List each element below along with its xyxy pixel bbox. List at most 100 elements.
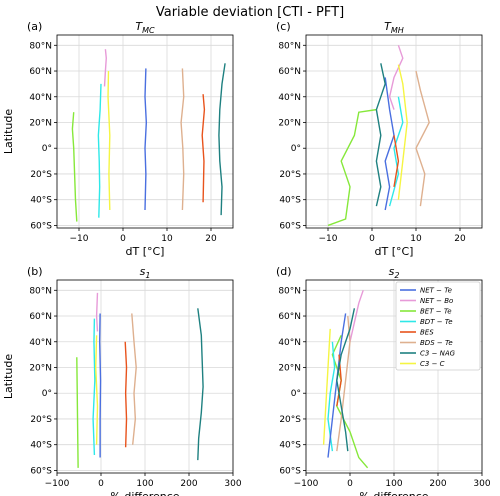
x-tick-label: 20 xyxy=(454,234,466,244)
x-tick-label: 10 xyxy=(161,234,173,244)
x-tick-label: 20 xyxy=(205,234,217,244)
y-tick-label: 60°N xyxy=(29,67,52,77)
legend-label: C3 − NAG xyxy=(420,350,456,358)
y-tick-label: 60°N xyxy=(278,67,301,77)
panel-2: −100 0 100 200 300 60°S 40°S 20°S 0° 20°N 40°N 60°N… xyxy=(2,265,242,496)
series-line-3 xyxy=(107,71,111,211)
series-line-0 xyxy=(71,112,78,222)
series-line-4 xyxy=(327,313,347,458)
series-line-4 xyxy=(98,313,102,458)
y-tick-label: 0° xyxy=(42,389,52,399)
panel-label: (a) xyxy=(27,20,42,33)
y-tick-label: 20°N xyxy=(278,363,301,373)
x-axis-label: dT [°C] xyxy=(126,245,165,258)
series-line-6 xyxy=(201,94,206,203)
x-axis-label: % difference xyxy=(359,490,428,496)
x-tick-label: 0 xyxy=(369,234,375,244)
x-tick-label: 0 xyxy=(120,234,126,244)
x-tick-label: 10 xyxy=(410,234,422,244)
legend-label: C3 − C xyxy=(420,360,445,368)
y-tick-label: 40°S xyxy=(279,196,301,206)
x-tick-label: −100 xyxy=(45,479,70,489)
x-axis-label: % difference xyxy=(110,490,179,496)
y-tick-label: 60°N xyxy=(278,312,301,322)
series-line-2 xyxy=(92,318,96,456)
series-line-3 xyxy=(95,335,99,445)
y-tick-label: 40°S xyxy=(30,196,52,206)
x-tick-label: −100 xyxy=(294,479,319,489)
x-tick-label: 300 xyxy=(473,479,490,489)
panel-1: −10 0 10 20 60°S 40°S 20°S 0° 20°N 40°N 60°N 80°N dT… xyxy=(276,20,483,258)
series-line-6 xyxy=(124,341,128,448)
panel-title: s1 xyxy=(140,265,151,280)
y-tick-label: 80°N xyxy=(29,286,52,296)
y-tick-label: 40°N xyxy=(29,93,52,103)
x-axis-label: dT [°C] xyxy=(375,245,414,258)
y-tick-label: 20°N xyxy=(278,118,301,128)
series-line-2 xyxy=(327,341,336,452)
series-line-2 xyxy=(97,83,102,218)
legend-label: NET − Bo xyxy=(420,297,453,305)
series-line-1 xyxy=(349,290,364,342)
y-tick-label: 60°S xyxy=(30,466,52,476)
y-tick-label: 80°N xyxy=(29,41,52,51)
panel-label: (b) xyxy=(27,265,43,278)
y-tick-label: 60°S xyxy=(279,466,301,476)
legend: NET − Te NET − Bo BET − Te BDT − Te BES BDS −… xyxy=(395,281,481,371)
x-tick-label: 100 xyxy=(136,479,153,489)
y-tick-label: 60°S xyxy=(30,221,52,231)
x-tick-label: 0 xyxy=(98,479,104,489)
legend-label: BDT − Te xyxy=(420,318,453,326)
series-line-3 xyxy=(322,328,331,445)
series-line-4 xyxy=(384,77,395,211)
y-tick-label: 40°S xyxy=(279,441,301,451)
series-line-1 xyxy=(103,49,107,87)
y-tick-label: 0° xyxy=(42,144,52,154)
y-tick-label: 40°N xyxy=(29,338,52,348)
axes-frame xyxy=(305,34,483,229)
y-tick-label: 60°N xyxy=(29,312,52,322)
panel-title: TMC xyxy=(135,20,155,35)
y-tick-label: 80°N xyxy=(278,41,301,51)
suptitle: Variable deviation [CTI - PFT] xyxy=(156,5,344,20)
y-tick-label: 60°S xyxy=(279,221,301,231)
y-tick-label: 40°S xyxy=(30,441,52,451)
y-tick-label: 20°N xyxy=(29,363,52,373)
y-tick-label: 80°N xyxy=(278,286,301,296)
y-axis-label: Latitude xyxy=(2,354,15,400)
panel-title: s2 xyxy=(389,265,400,280)
series-line-1 xyxy=(95,292,99,332)
x-tick-label: 300 xyxy=(224,479,241,489)
panel-0: −10 0 10 20 60°S 40°S 20°S 0° 20°N 40°N 60°N 80°N dT… xyxy=(2,20,234,258)
series-line-7 xyxy=(375,63,386,207)
series-line-1 xyxy=(388,45,404,110)
x-tick-label: −10 xyxy=(319,234,338,244)
panel-label: (d) xyxy=(276,265,292,278)
y-axis-label: Latitude xyxy=(2,109,15,155)
series-line-2 xyxy=(388,96,404,207)
y-tick-label: 0° xyxy=(291,389,301,399)
panels: −10 0 10 2060°S40°S20°S0°20°N40°N60°N80°NdT… xyxy=(2,20,491,496)
series-line-6 xyxy=(393,135,400,187)
series-line-0 xyxy=(327,108,377,227)
series-line-5 xyxy=(180,68,185,211)
series-line-4 xyxy=(144,68,148,211)
series-line-3 xyxy=(397,64,408,200)
legend-label: BET − Te xyxy=(420,308,452,316)
x-tick-label: 200 xyxy=(429,479,446,489)
series-line-0 xyxy=(76,357,79,468)
x-tick-label: −10 xyxy=(70,234,89,244)
panel-title: TMH xyxy=(384,20,404,35)
x-tick-label: 200 xyxy=(180,479,197,489)
y-tick-label: 20°S xyxy=(279,415,301,425)
series-line-7 xyxy=(218,63,226,216)
panel-label: (c) xyxy=(276,20,291,33)
y-tick-label: 40°N xyxy=(278,338,301,348)
y-tick-label: 20°N xyxy=(29,118,52,128)
y-tick-label: 20°S xyxy=(30,170,52,180)
legend-label: NET − Te xyxy=(420,287,452,295)
legend-label: BDS − Te xyxy=(420,339,453,347)
y-tick-label: 40°N xyxy=(278,93,301,103)
series-line-7 xyxy=(197,308,204,461)
